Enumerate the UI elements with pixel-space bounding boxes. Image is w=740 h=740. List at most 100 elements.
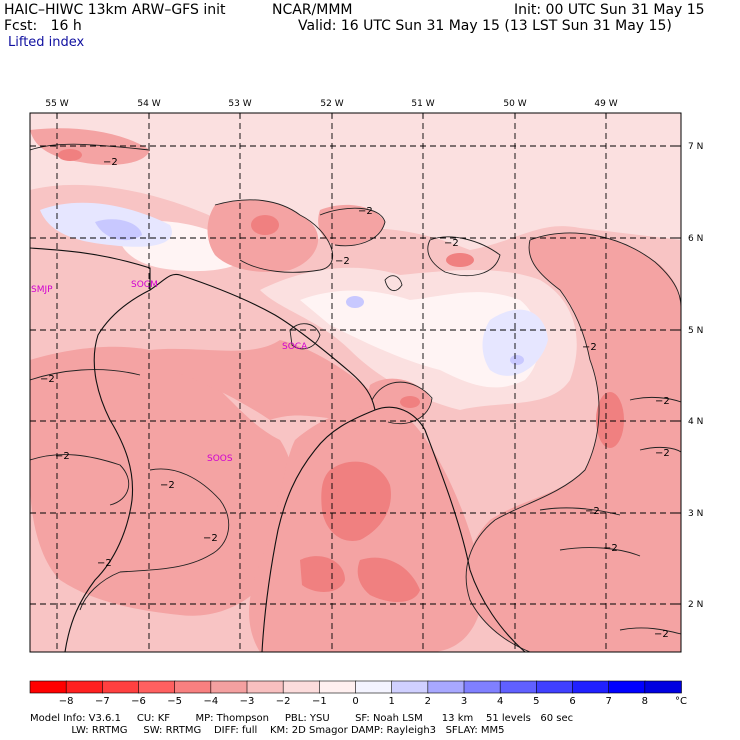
colorbar-swatch — [536, 680, 574, 694]
coastlines-borders — [30, 247, 526, 652]
contour-label: −2 — [582, 342, 597, 353]
contour-line — [619, 627, 681, 635]
field-neg3-coast — [150, 340, 380, 420]
colorbar-tick-label: 4 — [497, 696, 503, 707]
lon-label: 50 W — [503, 99, 526, 109]
contour-label: −2 — [203, 533, 218, 544]
field-neg4-core6 — [251, 215, 279, 235]
field-pos1-east — [482, 309, 548, 376]
contour-line — [384, 275, 403, 291]
station-label: SOCM — [131, 280, 158, 290]
colorbar-tick-label: −6 — [131, 696, 146, 707]
colorbar: −8 −7 −6 −5 −4 −3 −2 −1 0 1 2 3 4 5 6 7 8 — [29, 680, 682, 707]
colorbar-tick-label: 6 — [569, 696, 575, 707]
lat-label: 5 N — [688, 326, 703, 336]
colorbar-tick-label: 3 — [461, 696, 467, 707]
contour-line — [465, 519, 531, 652]
lon-label: 54 W — [137, 99, 160, 109]
colorbar-swatch — [499, 680, 538, 694]
field-pos2-west — [95, 219, 142, 241]
field-zero-central — [300, 290, 540, 388]
colorbar-swatch — [29, 680, 67, 694]
colorbar-tick-label: 8 — [642, 696, 648, 707]
field-neg4-core2 — [300, 556, 345, 592]
contour-line — [529, 232, 681, 311]
lat-label: 2 N — [688, 600, 703, 610]
model-title: HAIC–HIWC 13km ARW–GFS init — [4, 2, 226, 18]
field-neg3-north — [207, 199, 319, 272]
coastline — [30, 247, 376, 411]
field-neg4-core3 — [357, 557, 420, 602]
colorbar-tick-label: −4 — [203, 696, 218, 707]
longitude-labels: 55 W 54 W 53 W 52 W 51 W 50 W 49 W — [45, 99, 617, 109]
colorbar-swatch — [391, 680, 429, 694]
model-info-line2: LW: RRTMG SW: RRTMG DIFF: full KM: 2D Sm… — [30, 725, 505, 736]
lon-label: 55 W — [45, 99, 68, 109]
colorbar-swatch — [355, 680, 393, 694]
field-pos2-central — [346, 296, 364, 308]
contour-line — [119, 468, 230, 573]
lifted-index-field — [30, 113, 681, 652]
contour-label: −2 — [40, 374, 55, 385]
tick-marks — [56, 113, 681, 605]
field-neg3-west — [30, 346, 295, 616]
field-neg4-core1 — [321, 461, 391, 541]
contour-line — [30, 143, 151, 151]
contour-label: −2 — [97, 558, 112, 569]
lat-label: 7 N — [688, 142, 703, 152]
colorbar-tick-label: 5 — [533, 696, 539, 707]
border — [64, 289, 151, 652]
lon-label: 51 W — [411, 99, 434, 109]
contour-line — [319, 207, 386, 247]
contour-label: −2 — [655, 448, 670, 459]
contour-line — [30, 369, 141, 381]
colorbar-swatch — [463, 680, 501, 694]
colorbar-swatch — [644, 680, 682, 694]
lon-label: 53 W — [228, 99, 251, 109]
colorbar-tick-label: 7 — [605, 696, 611, 707]
contour-line — [214, 199, 333, 273]
colorbar-swatch — [210, 680, 248, 694]
contour-label: −2 — [160, 480, 175, 491]
contour-label: −2 — [444, 238, 459, 249]
organization: NCAR/MMM — [272, 2, 353, 18]
colorbar-tick-label: −5 — [167, 696, 182, 707]
forecast-hour: Fcst: 16 h — [4, 18, 82, 34]
field-neg4-core4 — [400, 396, 420, 408]
latitude-labels: 7 N 6 N 5 N 4 N 3 N 2 N — [688, 142, 703, 610]
colorbar-swatch — [246, 680, 284, 694]
lat-label: 6 N — [688, 234, 703, 244]
colorbar-swatch — [427, 680, 465, 694]
colorbar-swatch — [65, 680, 104, 694]
colorbar-swatch — [319, 680, 357, 694]
lat-label: 4 N — [688, 417, 703, 427]
contour-line — [639, 446, 681, 453]
colorbar-tick-label: −2 — [276, 696, 291, 707]
contour-line — [79, 571, 121, 611]
field-neg4-core8 — [596, 392, 624, 448]
coastline — [374, 406, 526, 652]
lat-label: 3 N — [688, 509, 703, 519]
colorbar-tick-label: −7 — [95, 696, 110, 707]
field-name: Lifted index — [8, 35, 85, 50]
field-neg4-core7 — [58, 149, 82, 161]
border — [261, 409, 376, 652]
contour-label: −2 — [603, 543, 618, 554]
lon-label: 49 W — [594, 99, 617, 109]
colorbar-unit: °C — [675, 696, 687, 707]
contour-line — [494, 239, 600, 521]
contour-line — [289, 323, 321, 350]
colorbar-tick-label: −3 — [240, 696, 255, 707]
contour-line — [427, 236, 501, 277]
colorbar-tick-label: 1 — [388, 696, 394, 707]
valid-time: Valid: 16 UTC Sun 31 May 15 (13 LST Sun … — [298, 18, 672, 34]
station-label: SOCA — [282, 342, 308, 352]
colorbar-swatch — [138, 680, 176, 694]
station-label: SMJP — [31, 285, 53, 295]
colorbar-tick-label: 0 — [352, 696, 358, 707]
colorbar-swatch — [572, 680, 610, 694]
map-frame — [29, 112, 682, 653]
field-neg3-north2 — [318, 204, 385, 246]
contour-label: −2 — [103, 157, 118, 168]
graticule — [30, 113, 681, 652]
